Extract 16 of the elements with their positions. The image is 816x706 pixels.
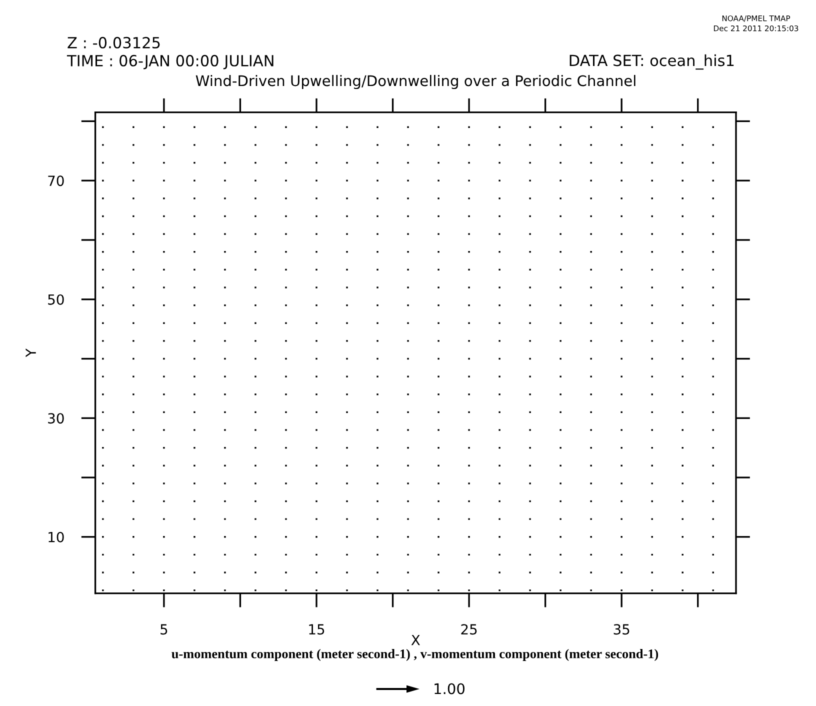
y-tick-label: 10: [48, 532, 64, 542]
text: Z : -0.03125: [68, 36, 160, 48]
x-tick-label: 35: [614, 624, 630, 635]
y-tick-label: 30: [48, 413, 64, 424]
x-tick-label: 15: [309, 624, 324, 635]
text: TIME : 06-JAN 00:00 JULIAN: [66, 54, 274, 70]
x-tick-label: 25: [461, 624, 477, 635]
text: DATA SET: ocean_his1: [570, 54, 734, 70]
x-tick-label: 5: [160, 624, 168, 635]
y-axis-title: Y: [26, 348, 36, 358]
chart-title: Wind-Driven Upwelling/Downwelling over a Periodic Channel: [196, 74, 636, 90]
y-tick-label: 70: [48, 176, 64, 186]
text: 1.00: [434, 683, 465, 694]
text: u-momentum component (meter second-1) , v-momentum component (meter second-1): [172, 649, 658, 661]
x-axis-title: X: [411, 634, 420, 646]
y-tick-label: 50: [48, 294, 64, 305]
